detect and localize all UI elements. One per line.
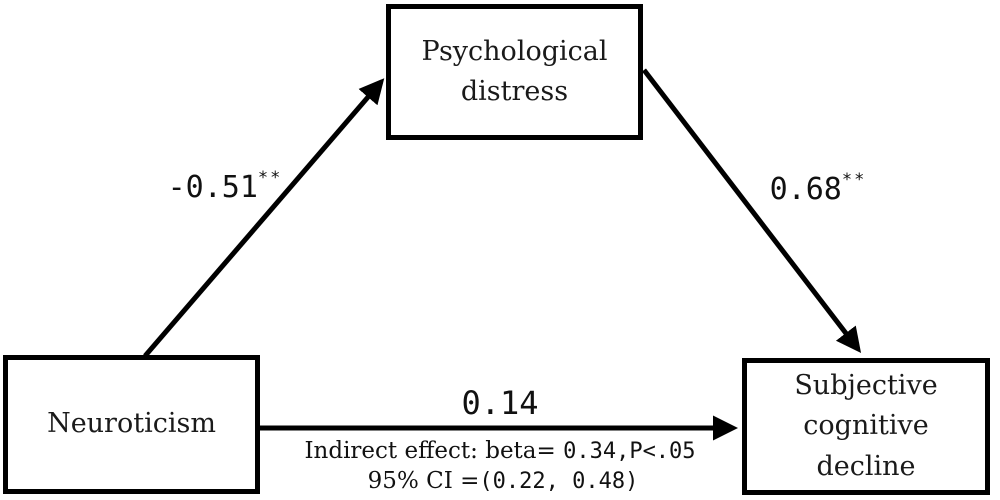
- confidence-interval-value: (0.22, 0.48): [479, 469, 639, 494]
- mediator-box: Psychological distress: [386, 4, 643, 140]
- predictor-box: Neuroticism: [3, 355, 260, 494]
- indirect-effect-value: 0.34,P<.05: [563, 439, 696, 464]
- mediator-label: Psychological distress: [421, 35, 608, 108]
- path-a-coefficient: -0.51**: [167, 168, 283, 205]
- outcome-box: Subjective cognitive decline: [742, 358, 990, 495]
- indirect-effect-label: Indirect effect: beta=: [304, 438, 564, 464]
- confidence-interval-annotation: 95% CI =(0.22, 0.48): [303, 468, 703, 494]
- path-b-significance: **: [841, 170, 867, 190]
- outcome-label: Subjective cognitive decline: [794, 369, 938, 482]
- path-c-coefficient: 0.14: [461, 384, 539, 422]
- confidence-interval-label: 95% CI =: [367, 468, 480, 494]
- path-a-significance: **: [257, 168, 283, 188]
- path-b-arrow: [642, 68, 862, 353]
- path-a-arrow: [143, 78, 385, 358]
- predictor-label: Neuroticism: [47, 408, 216, 440]
- path-b-coefficient: 0.68**: [769, 170, 867, 207]
- indirect-effect-annotation: Indirect effect: beta= 0.34,P<.05: [300, 438, 700, 464]
